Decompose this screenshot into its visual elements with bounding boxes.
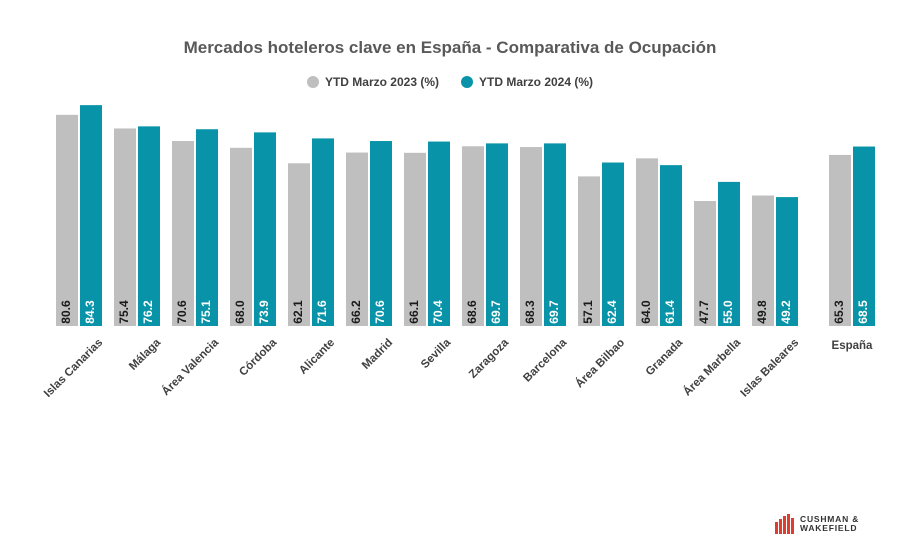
- bars-layer: 80.6 84.3 Islas Canarias 75.4 76.2 Málaga 70.6…: [42, 105, 875, 400]
- bar-2024-islas-canarias: [80, 105, 102, 326]
- x-tick-label-sevilla: Sevilla: [419, 336, 454, 371]
- bar-2024-madrid: [370, 141, 392, 326]
- data-label-2024-malaga: 76.2: [141, 300, 155, 324]
- data-label-2024-area-valencia: 75.1: [199, 300, 213, 324]
- bar-2024-area-valencia: [196, 129, 218, 326]
- data-label-2024-islas-canarias: 84.3: [83, 300, 97, 324]
- logo-line-2: WAKEFIELD: [800, 524, 859, 533]
- bar-2023-sevilla: [404, 153, 426, 326]
- bar-2023-madrid: [346, 153, 368, 326]
- bar-2024-barcelona: [544, 143, 566, 326]
- data-label-2024-area-bilbao: 62.4: [605, 300, 619, 324]
- data-label-2024-espana: 68.5: [856, 300, 870, 324]
- data-label-2023-area-bilbao: 57.1: [581, 300, 595, 324]
- data-label-2023-cordoba: 68.0: [233, 300, 247, 324]
- data-label-2023-espana: 65.3: [832, 300, 846, 324]
- data-label-2024-zaragoza: 69.7: [489, 300, 503, 324]
- x-tick-label-granada: Granada: [644, 336, 686, 378]
- bar-2024-malaga: [138, 126, 160, 326]
- data-label-2023-barcelona: 68.3: [523, 300, 537, 324]
- bar-2024-sevilla: [428, 142, 450, 326]
- bar-2023-malaga: [114, 128, 136, 326]
- data-label-2023-zaragoza: 68.6: [465, 300, 479, 324]
- bar-2024-cordoba: [254, 132, 276, 326]
- bar-2024-zaragoza: [486, 143, 508, 326]
- data-label-2023-area-marbella: 47.7: [697, 300, 711, 324]
- x-tick-label-islas-canarias: Islas Canarias: [42, 337, 105, 400]
- data-label-2023-madrid: 66.2: [349, 300, 363, 324]
- data-label-2023-area-valencia: 70.6: [175, 300, 189, 324]
- building-logo-icon: [775, 514, 795, 534]
- x-tick-label-area-bilbao: Área Bilbao: [573, 336, 627, 390]
- x-tick-label-barcelona: Barcelona: [521, 336, 569, 384]
- data-label-2024-islas-baleares: 49.2: [779, 300, 793, 324]
- x-tick-label-alicante: Alicante: [297, 337, 337, 377]
- x-tick-label-area-marbella: Área Marbella: [681, 336, 744, 399]
- bar-2023-cordoba: [230, 148, 252, 326]
- x-tick-label-cordoba: Córdoba: [237, 336, 279, 378]
- data-label-2023-granada: 64.0: [639, 300, 653, 324]
- bar-2023-area-valencia: [172, 141, 194, 326]
- data-label-2024-alicante: 71.6: [315, 300, 329, 324]
- data-label-2023-alicante: 62.1: [291, 300, 305, 324]
- data-label-2024-cordoba: 73.9: [257, 300, 271, 324]
- x-tick-label-espana: España: [832, 340, 874, 352]
- data-label-2023-islas-baleares: 49.8: [755, 300, 769, 324]
- x-tick-label-islas-baleares: Islas Baleares: [738, 337, 801, 400]
- data-label-2024-madrid: 70.6: [373, 300, 387, 324]
- data-label-2024-granada: 61.4: [663, 300, 677, 324]
- data-label-2024-barcelona: 69.7: [547, 300, 561, 324]
- bar-2023-barcelona: [520, 147, 542, 326]
- brand-logo: CUSHMAN & WAKEFIELD: [775, 514, 859, 534]
- bar-2024-alicante: [312, 138, 334, 326]
- data-label-2024-area-marbella: 55.0: [721, 300, 735, 324]
- x-tick-label-madrid: Madrid: [360, 337, 395, 372]
- bar-2023-zaragoza: [462, 146, 484, 326]
- logo-text: CUSHMAN & WAKEFIELD: [800, 515, 859, 533]
- x-tick-label-area-valencia: Área Valencia: [159, 336, 222, 399]
- x-tick-label-malaga: Málaga: [127, 336, 163, 372]
- data-label-2023-islas-canarias: 80.6: [59, 300, 73, 324]
- bar-2023-islas-canarias: [56, 115, 78, 326]
- data-label-2024-sevilla: 70.4: [431, 300, 445, 324]
- data-label-2023-sevilla: 66.1: [407, 300, 421, 324]
- bar-2024-espana: [853, 147, 875, 326]
- data-label-2023-malaga: 75.4: [117, 300, 131, 324]
- x-tick-label-zaragoza: Zaragoza: [467, 336, 512, 381]
